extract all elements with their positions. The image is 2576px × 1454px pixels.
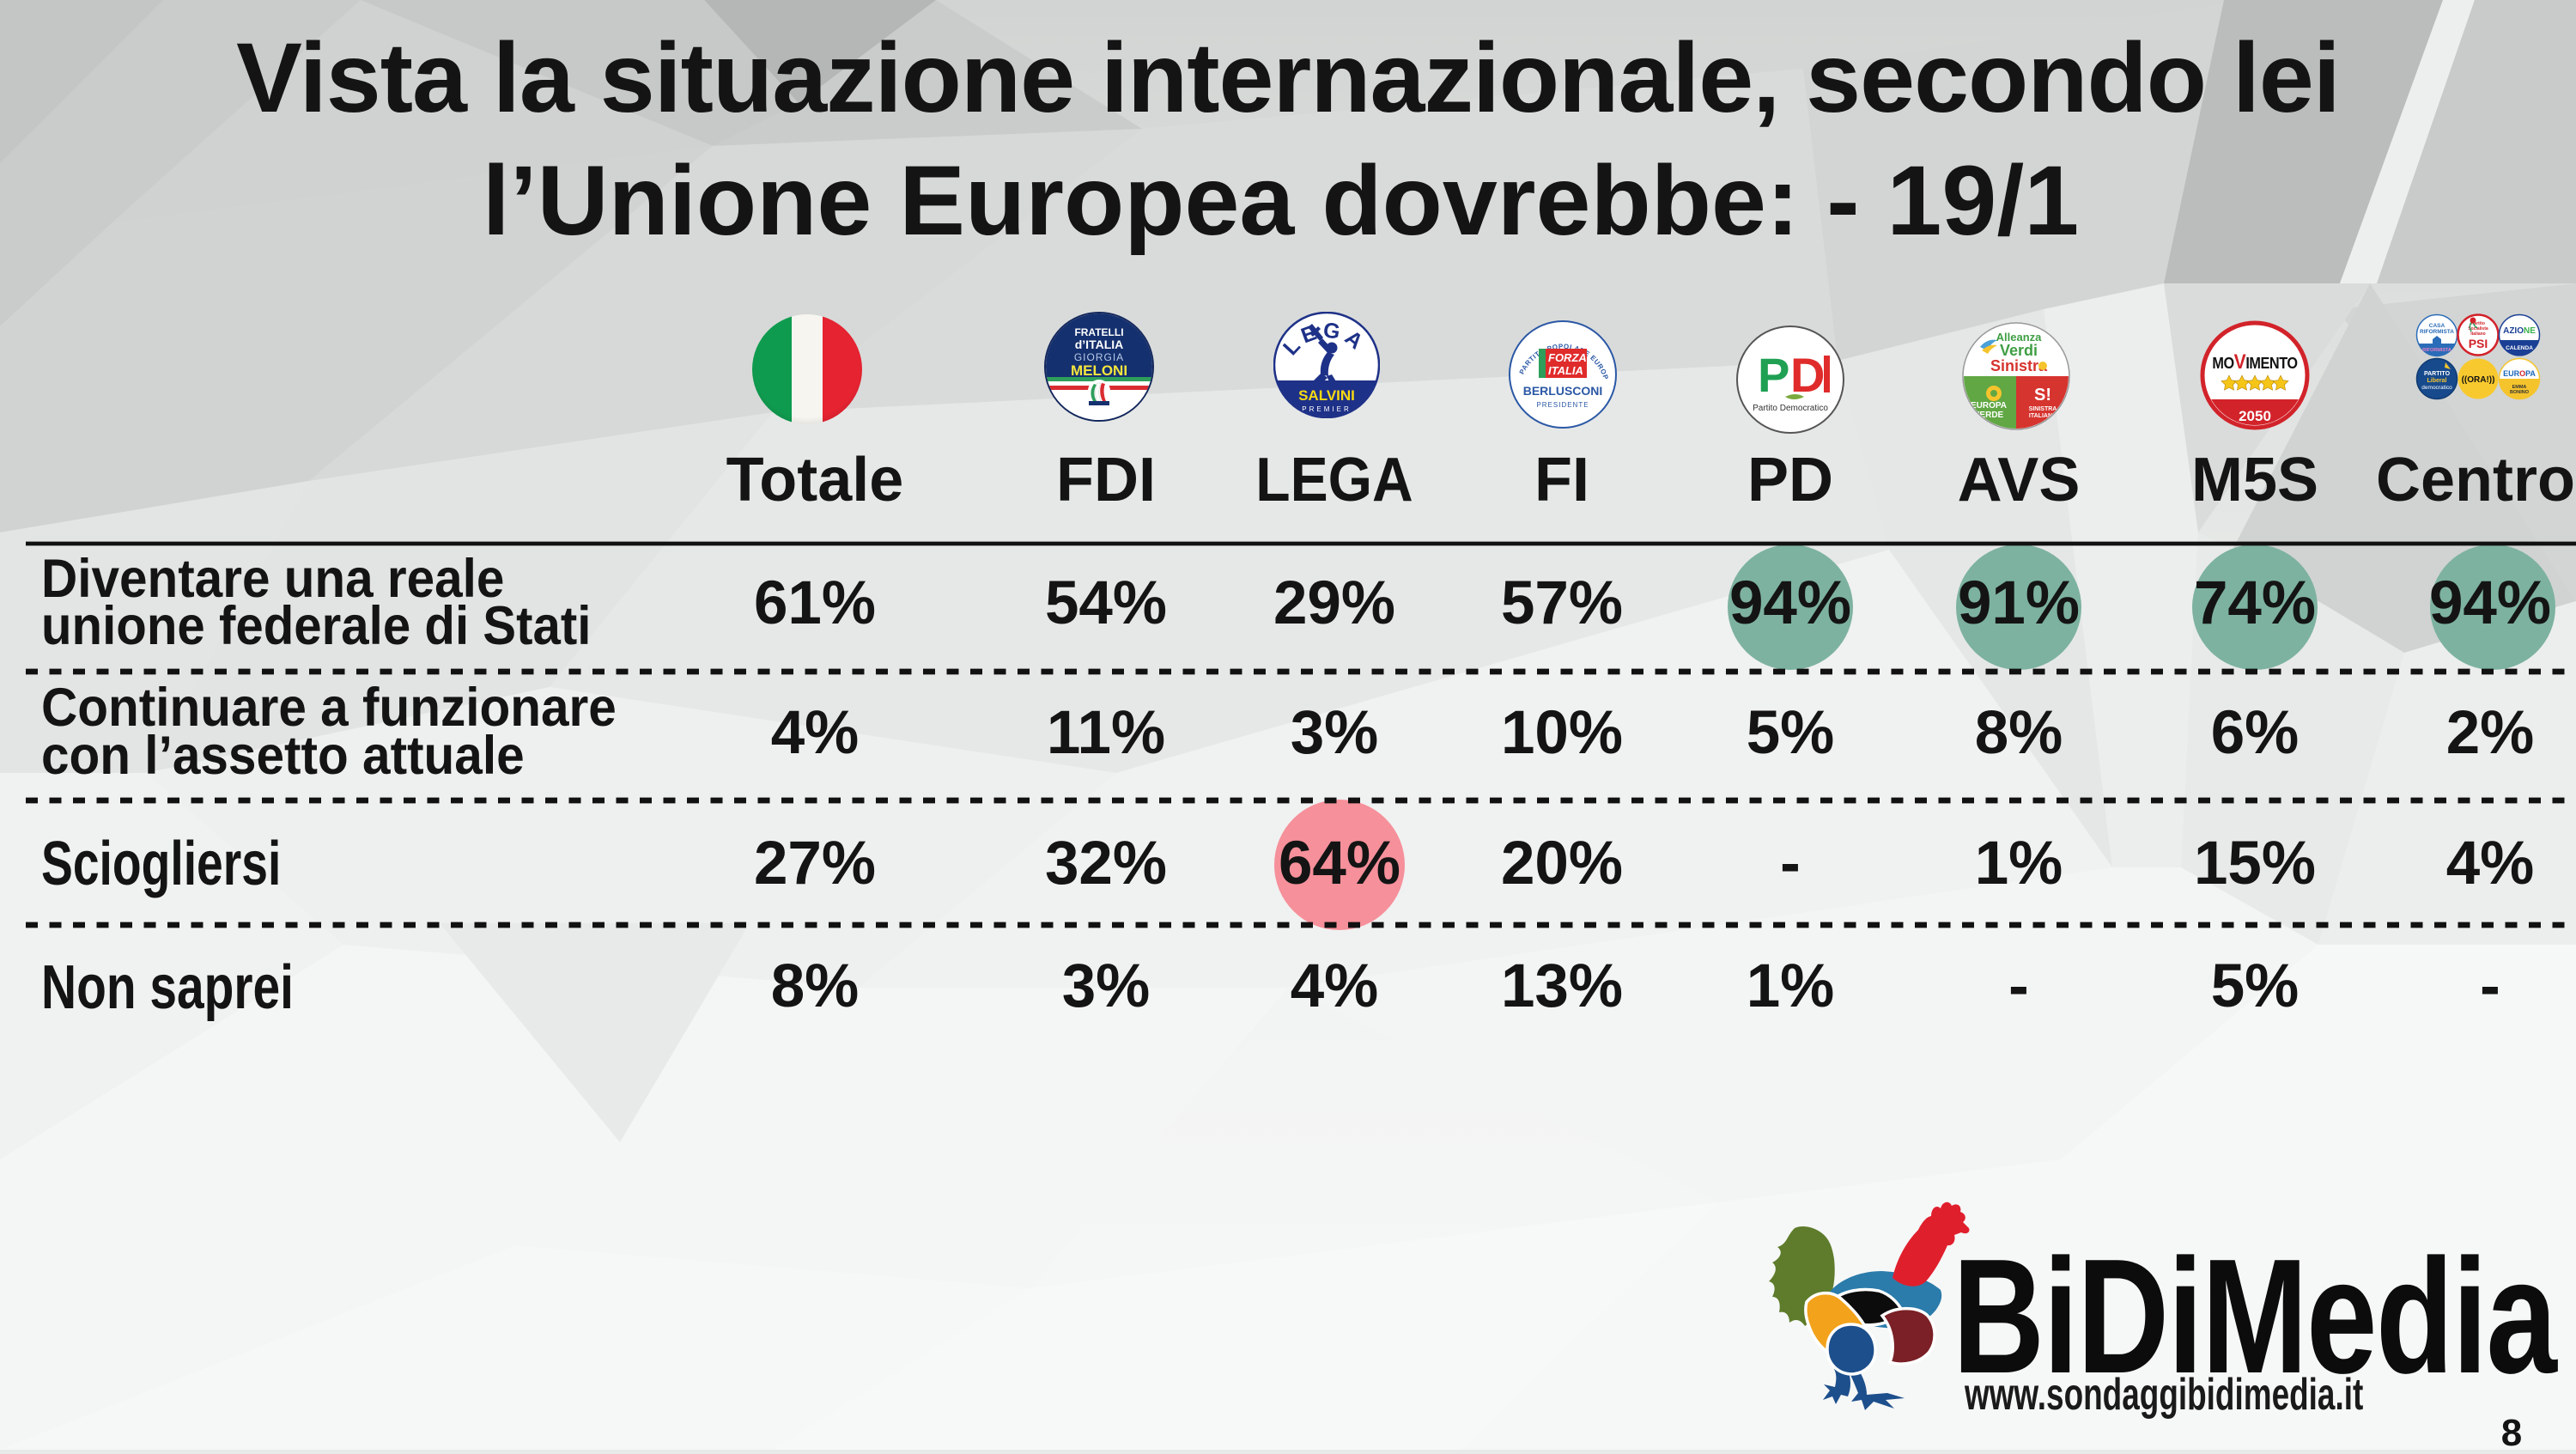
svg-text:Italiano: Italiano [2470,332,2486,337]
svg-text:BONINO: BONINO [2510,390,2530,395]
svg-text:FORZA: FORZA [1548,351,1587,364]
svg-text:CALENDA: CALENDA [2506,345,2533,351]
svg-text:P: P [1758,348,1789,402]
svg-text:2050: 2050 [2239,408,2271,424]
svg-text:AZIONE: AZIONE [2503,326,2536,336]
svg-text:democratico: democratico [2421,385,2452,391]
svg-text:Liberal: Liberal [2427,378,2447,384]
svg-text:EMMA: EMMA [2512,385,2527,390]
svg-text:FRATELLI: FRATELLI [1074,326,1123,338]
svg-text:d’ITALIA: d’ITALIA [1075,338,1124,351]
svg-text:VERDE: VERDE [1974,411,2004,420]
svg-text:PREMIER: PREMIER [1302,405,1351,413]
svg-text:SINISTRA: SINISTRA [2029,406,2057,412]
svg-text:MOVIMENTO: MOVIMENTO [2212,350,2297,374]
svg-text:PARTITO: PARTITO [2424,371,2451,377]
svg-text:Verdi: Verdi [2000,342,2038,359]
svg-text:BERLUSCONI: BERLUSCONI [1523,384,1603,398]
svg-text:ITALIANA: ITALIANA [2029,413,2057,419]
svg-text:SALVINI: SALVINI [1298,387,1355,404]
svg-text:Sinistra: Sinistra [1990,357,2048,374]
svg-text:GIORGIA: GIORGIA [1074,351,1124,363]
svg-text:PSI: PSI [2469,337,2488,350]
svg-text:PRESIDENTE: PRESIDENTE [1536,401,1589,409]
svg-text:((ORA!)): ((ORA!)) [2462,375,2495,385]
svg-text:MELONI: MELONI [1071,362,1127,379]
svg-text:EUROPA: EUROPA [1971,401,2007,411]
svg-text:EUROPA: EUROPA [2503,369,2536,378]
svg-text:Partito: Partito [2471,321,2485,326]
svg-text:Socialista: Socialista [2468,326,2488,332]
svg-text:S!: S! [2034,386,2051,405]
svg-text:Alleanza: Alleanza [1996,331,2043,344]
svg-text:Partito Democratico: Partito Democratico [1753,404,1828,413]
svg-text:ITALIA: ITALIA [1548,364,1583,377]
svg-text:RIFORMISTA: RIFORMISTA [2420,329,2454,335]
svg-text:D: D [1790,348,1825,402]
svg-text:RIFORMISTA: RIFORMISTA [2422,348,2451,353]
svg-text:CASA: CASA [2429,323,2445,329]
